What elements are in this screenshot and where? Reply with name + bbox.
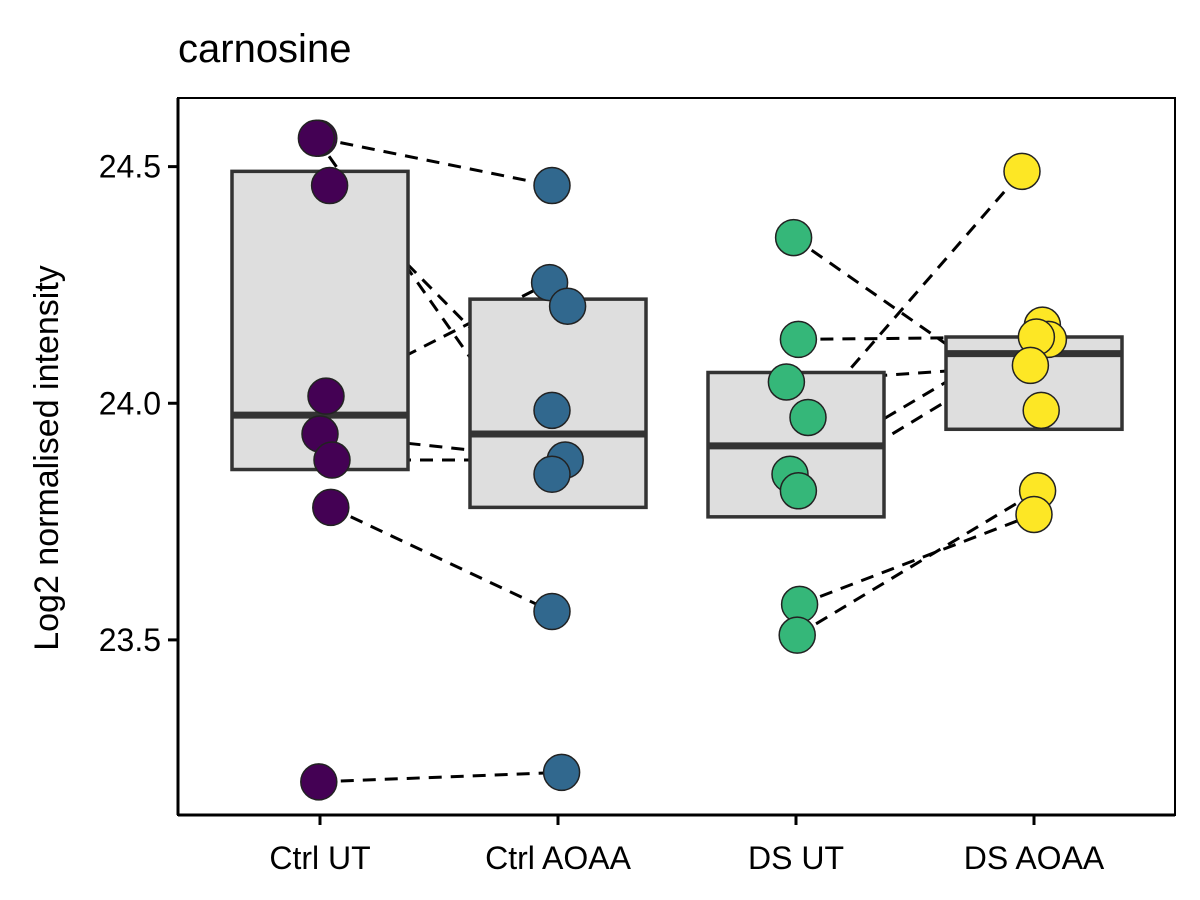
paired-line-7	[330, 506, 553, 613]
point-2-3	[548, 287, 587, 325]
x-tick-label-2: Ctrl AOAA	[485, 840, 631, 876]
point-3-8	[778, 616, 816, 654]
point-1-3	[310, 166, 349, 205]
paired-line-8	[318, 770, 562, 784]
x-tick-label-4: DS AOAA	[964, 840, 1105, 876]
point-4-1	[1003, 152, 1041, 191]
point-1-4	[307, 377, 345, 415]
x-tick-label-3: DS UT	[748, 840, 844, 876]
paired-line-15	[799, 513, 1035, 606]
point-1-8	[300, 763, 338, 801]
point-4-8	[1015, 495, 1053, 534]
point-4-6	[1022, 391, 1060, 430]
point-1-7	[312, 488, 350, 527]
y-axis-label: Log2 normalised intensity	[28, 265, 66, 651]
point-3-4	[789, 398, 827, 437]
paired-line-16	[796, 489, 1039, 637]
point-4-5	[1011, 346, 1050, 385]
point-2-1	[533, 166, 571, 205]
point-1-6	[313, 441, 351, 479]
point-3-1	[774, 218, 813, 257]
data-points	[297, 119, 1068, 801]
point-3-6	[779, 472, 818, 510]
paired-line-1	[318, 136, 553, 188]
point-3-3	[767, 363, 806, 401]
point-3-2	[779, 320, 818, 359]
point-2-8	[542, 753, 581, 792]
chart-title: carnosine	[178, 27, 351, 71]
point-2-4	[533, 391, 571, 430]
x-tick-label-1: Ctrl UT	[269, 840, 370, 876]
boxes	[230, 169, 1124, 519]
y-tick-label-1: 23.5	[99, 622, 161, 658]
point-2-6	[533, 455, 571, 493]
y-tick-label-2: 24.0	[99, 385, 161, 421]
y-tick-label-3: 24.5	[99, 149, 161, 185]
point-2-7	[533, 592, 571, 631]
axes: 23.5 24.0 24.5 Ctrl UT Ctrl AOAA DS UT DS AOAA	[99, 97, 1176, 876]
point-1-2	[297, 119, 336, 157]
paired-lines	[315, 136, 1050, 784]
